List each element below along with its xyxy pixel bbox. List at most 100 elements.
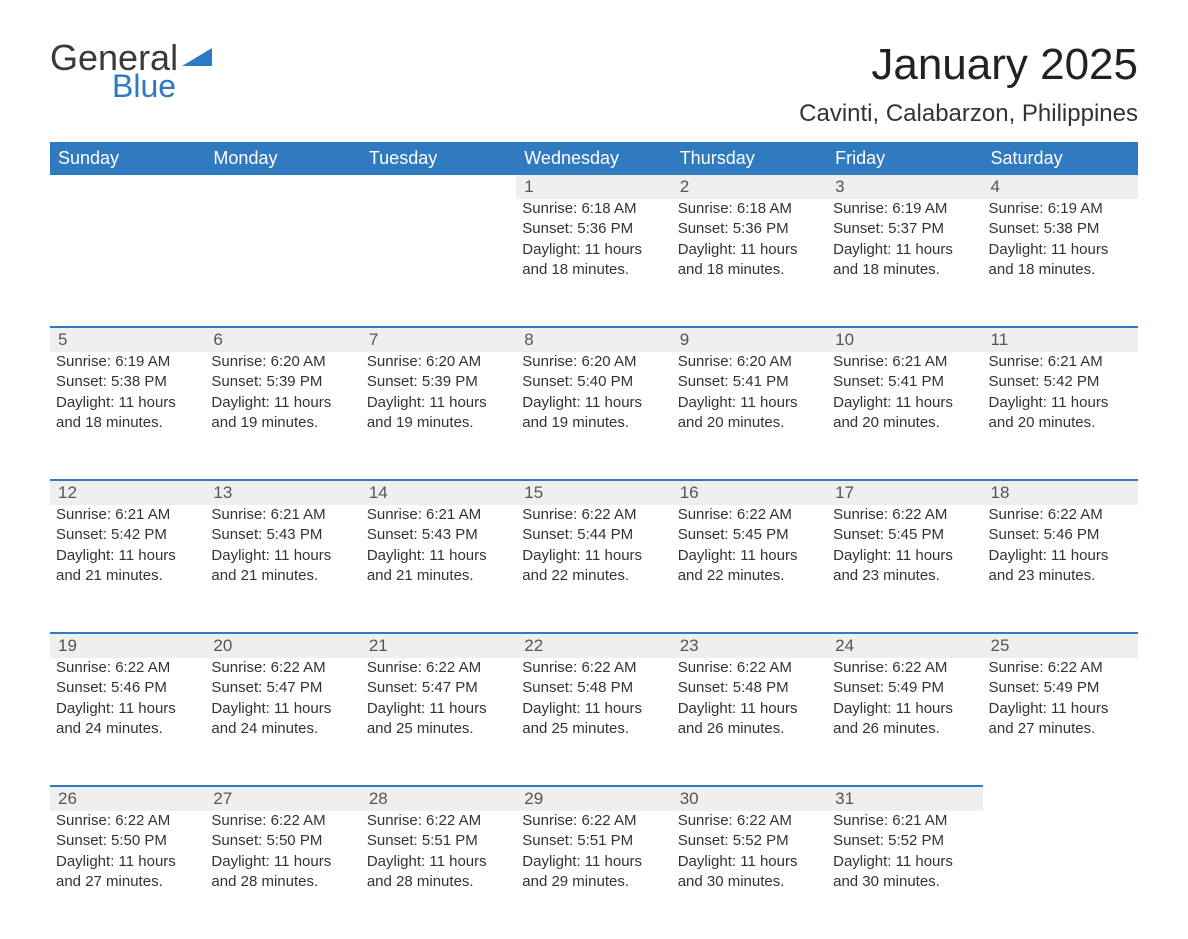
day-number-cell: 31 [827,786,982,811]
day-content-cell: Sunrise: 6:21 AMSunset: 5:43 PMDaylight:… [205,505,360,633]
daylight-text-1: Daylight: 11 hours [989,240,1132,260]
day-content-cell [50,199,205,327]
sunset-text: Sunset: 5:43 PM [367,525,510,545]
sunset-text: Sunset: 5:36 PM [678,219,821,239]
day-number: 22 [524,636,543,655]
sunrise-text: Sunrise: 6:22 AM [56,658,199,678]
day-number-cell: 5 [50,327,205,352]
sunrise-text: Sunrise: 6:22 AM [211,811,354,831]
day-content-cell: Sunrise: 6:22 AMSunset: 5:50 PMDaylight:… [205,811,360,939]
day-number-cell [361,175,516,199]
day-number-row: 567891011 [50,327,1138,352]
daylight-text-2: and 22 minutes. [678,566,821,586]
daylight-text-2: and 26 minutes. [833,719,976,739]
sunrise-text: Sunrise: 6:19 AM [56,352,199,372]
sunset-text: Sunset: 5:39 PM [367,372,510,392]
day-content-cell: Sunrise: 6:21 AMSunset: 5:42 PMDaylight:… [50,505,205,633]
day-content-cell: Sunrise: 6:22 AMSunset: 5:49 PMDaylight:… [827,658,982,786]
day-content-cell: Sunrise: 6:22 AMSunset: 5:44 PMDaylight:… [516,505,671,633]
day-number-cell: 6 [205,327,360,352]
sunset-text: Sunset: 5:51 PM [522,831,665,851]
sunset-text: Sunset: 5:37 PM [833,219,976,239]
daylight-text-1: Daylight: 11 hours [678,546,821,566]
daylight-text-1: Daylight: 11 hours [833,546,976,566]
sunset-text: Sunset: 5:42 PM [989,372,1132,392]
day-number: 28 [369,789,388,808]
day-content-cell: Sunrise: 6:21 AMSunset: 5:41 PMDaylight:… [827,352,982,480]
day-number-cell: 11 [983,327,1138,352]
day-number-cell: 17 [827,480,982,505]
daylight-text-2: and 19 minutes. [367,413,510,433]
daylight-text-2: and 23 minutes. [833,566,976,586]
daylight-text-1: Daylight: 11 hours [833,393,976,413]
day-number: 6 [213,330,222,349]
daylight-text-2: and 30 minutes. [678,872,821,892]
sunset-text: Sunset: 5:45 PM [833,525,976,545]
day-number-cell [50,175,205,199]
sunset-text: Sunset: 5:50 PM [211,831,354,851]
calendar-table: Sunday Monday Tuesday Wednesday Thursday… [50,142,1138,939]
header: General Blue January 2025 Cavinti, Calab… [50,40,1138,128]
daylight-text-1: Daylight: 11 hours [56,393,199,413]
daylight-text-2: and 19 minutes. [522,413,665,433]
day-content-cell: Sunrise: 6:21 AMSunset: 5:42 PMDaylight:… [983,352,1138,480]
day-content-cell: Sunrise: 6:19 AMSunset: 5:38 PMDaylight:… [983,199,1138,327]
logo-text-blue: Blue [112,70,216,102]
daylight-text-1: Daylight: 11 hours [678,852,821,872]
day-number-cell: 13 [205,480,360,505]
day-number: 5 [58,330,67,349]
daylight-text-1: Daylight: 11 hours [989,546,1132,566]
day-number: 9 [680,330,689,349]
sunrise-text: Sunrise: 6:22 AM [211,658,354,678]
day-number-cell: 9 [672,327,827,352]
day-content-cell: Sunrise: 6:18 AMSunset: 5:36 PMDaylight:… [516,199,671,327]
sunrise-text: Sunrise: 6:22 AM [367,658,510,678]
weekday-header: Saturday [983,142,1138,175]
day-number: 25 [991,636,1010,655]
day-number: 19 [58,636,77,655]
daylight-text-1: Daylight: 11 hours [522,852,665,872]
daylight-text-1: Daylight: 11 hours [211,546,354,566]
logo: General Blue [50,40,216,102]
sunrise-text: Sunrise: 6:21 AM [211,505,354,525]
day-content-cell: Sunrise: 6:20 AMSunset: 5:39 PMDaylight:… [205,352,360,480]
sunset-text: Sunset: 5:42 PM [56,525,199,545]
day-content-row: Sunrise: 6:18 AMSunset: 5:36 PMDaylight:… [50,199,1138,327]
sunrise-text: Sunrise: 6:22 AM [989,658,1132,678]
daylight-text-2: and 23 minutes. [989,566,1132,586]
day-number-cell: 14 [361,480,516,505]
day-number-cell: 27 [205,786,360,811]
weekday-header: Wednesday [516,142,671,175]
sunset-text: Sunset: 5:47 PM [211,678,354,698]
day-content-cell: Sunrise: 6:21 AMSunset: 5:43 PMDaylight:… [361,505,516,633]
sunset-text: Sunset: 5:49 PM [989,678,1132,698]
day-content-cell: Sunrise: 6:22 AMSunset: 5:45 PMDaylight:… [672,505,827,633]
sunrise-text: Sunrise: 6:22 AM [367,811,510,831]
sunset-text: Sunset: 5:49 PM [833,678,976,698]
daylight-text-1: Daylight: 11 hours [678,393,821,413]
daylight-text-1: Daylight: 11 hours [833,699,976,719]
day-number-row: 1234 [50,175,1138,199]
day-content-cell: Sunrise: 6:19 AMSunset: 5:38 PMDaylight:… [50,352,205,480]
sunset-text: Sunset: 5:44 PM [522,525,665,545]
daylight-text-2: and 27 minutes. [56,872,199,892]
day-number-row: 12131415161718 [50,480,1138,505]
day-number: 10 [835,330,854,349]
sunset-text: Sunset: 5:51 PM [367,831,510,851]
sunset-text: Sunset: 5:36 PM [522,219,665,239]
daylight-text-1: Daylight: 11 hours [56,546,199,566]
day-number-cell: 28 [361,786,516,811]
day-content-cell: Sunrise: 6:22 AMSunset: 5:48 PMDaylight:… [672,658,827,786]
sunrise-text: Sunrise: 6:22 AM [833,658,976,678]
sunrise-text: Sunrise: 6:22 AM [56,811,199,831]
day-number-cell: 25 [983,633,1138,658]
daylight-text-2: and 21 minutes. [211,566,354,586]
sunrise-text: Sunrise: 6:22 AM [522,505,665,525]
day-number-cell: 24 [827,633,982,658]
day-content-cell: Sunrise: 6:20 AMSunset: 5:41 PMDaylight:… [672,352,827,480]
daylight-text-2: and 24 minutes. [56,719,199,739]
weekday-header: Monday [205,142,360,175]
day-number-row: 19202122232425 [50,633,1138,658]
sunrise-text: Sunrise: 6:22 AM [522,811,665,831]
day-number-cell: 8 [516,327,671,352]
